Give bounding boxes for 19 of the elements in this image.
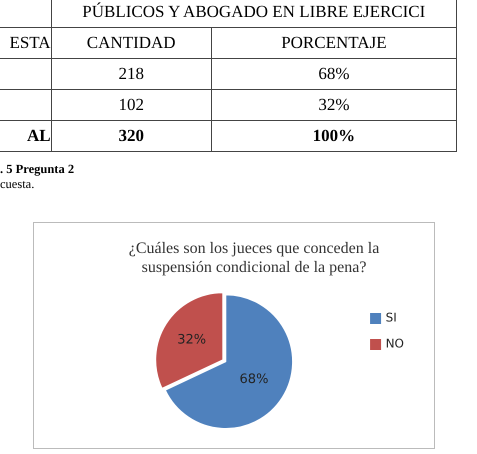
text: AL (0, 120, 52, 152)
text: suspensión condicional de la pena? (142, 259, 366, 276)
text: 102 (51, 90, 212, 120)
legend-label: SI (386, 310, 397, 325)
text: cuesta. (0, 177, 36, 192)
text: 320 (51, 120, 212, 152)
data-label: 32% (177, 332, 206, 348)
text: ESTA (0, 28, 52, 58)
text: 68% (211, 58, 456, 90)
data-label: 68% (240, 372, 268, 387)
text: CANTIDAD (51, 28, 212, 58)
text: . 5 Pregunta 2 (0, 162, 74, 177)
text: 100% (211, 120, 456, 152)
text: PORCENTAJE (211, 28, 456, 58)
text: ¿Cuáles son los jueces que conceden la (128, 240, 380, 257)
text: PÚBLICOS Y ABOGADO EN LIBRE EJERCICI (51, 0, 456, 28)
legend-label: NO (386, 336, 404, 351)
text: 218 (51, 58, 212, 90)
text: 32% (211, 90, 456, 120)
